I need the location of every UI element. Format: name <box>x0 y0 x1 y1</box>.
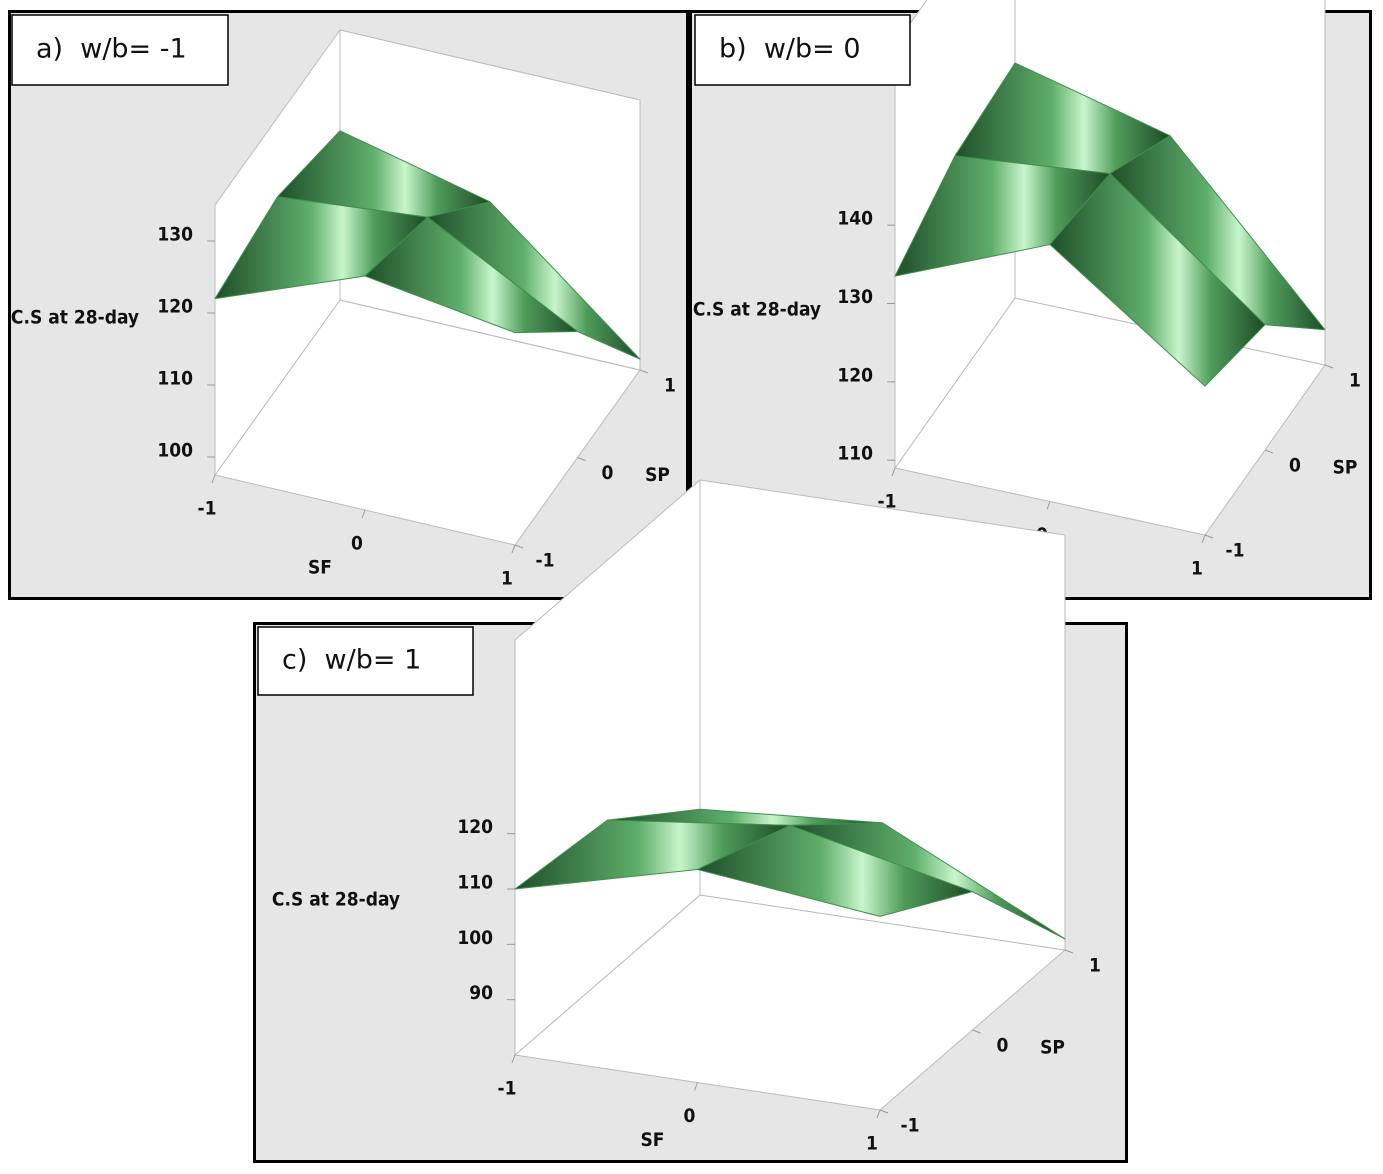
z-tick-label: 120 <box>457 816 493 838</box>
y-tick-label: 0 <box>1289 455 1301 477</box>
y-tick-label: 1 <box>664 375 676 397</box>
x-tick-label: -1 <box>198 498 217 520</box>
x-tick <box>511 1054 516 1064</box>
y-tick <box>1324 364 1334 369</box>
x-tick <box>891 467 896 477</box>
surface-patch <box>697 824 973 917</box>
x-axis-label: SF <box>641 1129 665 1151</box>
x-tick <box>876 1109 881 1119</box>
z-tick-label: 120 <box>837 364 873 386</box>
x-tick <box>211 474 216 484</box>
x-tick <box>511 544 516 554</box>
x-axis-label: SF <box>308 557 332 579</box>
x-tick-label: 0 <box>684 1105 696 1127</box>
x-tick <box>1201 534 1206 544</box>
y-tick-label: 1 <box>1349 370 1361 392</box>
y-tick <box>639 369 649 374</box>
y-tick-label: 0 <box>602 462 614 484</box>
y-tick <box>879 1109 889 1114</box>
x-tick-label: -1 <box>498 1078 517 1100</box>
y-tick-label: -1 <box>536 550 555 572</box>
z-tick-label: 130 <box>157 224 193 246</box>
title-box <box>694 14 911 86</box>
y-tick-label: -1 <box>1226 540 1245 562</box>
z-tick-label: 110 <box>157 368 193 390</box>
y-axis-label: SP <box>1040 1037 1065 1059</box>
y-axis-label: SP <box>1333 457 1358 479</box>
x-tick <box>694 1082 698 1091</box>
z-tick-label: 140 <box>837 208 873 230</box>
z-axis-label: C.S at 28-day <box>693 299 821 321</box>
z-tick-label: 110 <box>837 443 873 465</box>
z-axis-label: C.S at 28-day <box>11 307 139 329</box>
y-tick <box>514 544 524 549</box>
x-tick-label: 1 <box>866 1133 878 1155</box>
z-axis-label: C.S at 28-day <box>272 889 400 911</box>
y-tick <box>1204 534 1214 539</box>
x-tick-label: 1 <box>1191 558 1203 580</box>
y-tick-label: 0 <box>997 1035 1009 1057</box>
y-tick-label: -1 <box>901 1115 920 1137</box>
x-tick-label: 1 <box>501 568 513 590</box>
z-tick-label: 110 <box>457 872 493 894</box>
y-tick <box>1264 449 1274 454</box>
z-tick-label: 120 <box>157 296 193 318</box>
surface-patch <box>1049 173 1266 387</box>
chart-title: b) w/b= 0 <box>719 34 861 65</box>
chart-title: c) w/b= 1 <box>282 645 421 676</box>
z-tick-label: 130 <box>837 286 873 308</box>
title-box <box>257 626 474 696</box>
z-tick-label: 90 <box>469 982 493 1004</box>
y-tick <box>1064 949 1074 954</box>
x-tick <box>1046 501 1051 510</box>
z-tick-label: 100 <box>157 440 193 462</box>
title-box <box>11 14 229 86</box>
x-tick-label: 0 <box>351 533 363 555</box>
y-tick <box>577 457 586 461</box>
z-tick-label: 100 <box>457 927 493 949</box>
surface-patch <box>364 216 578 334</box>
y-tick-label: 1 <box>1089 955 1101 977</box>
x-tick <box>361 509 366 519</box>
y-tick <box>972 1029 981 1034</box>
y-axis-label: SP <box>645 464 670 486</box>
chart-title: a) w/b= -1 <box>36 34 187 65</box>
